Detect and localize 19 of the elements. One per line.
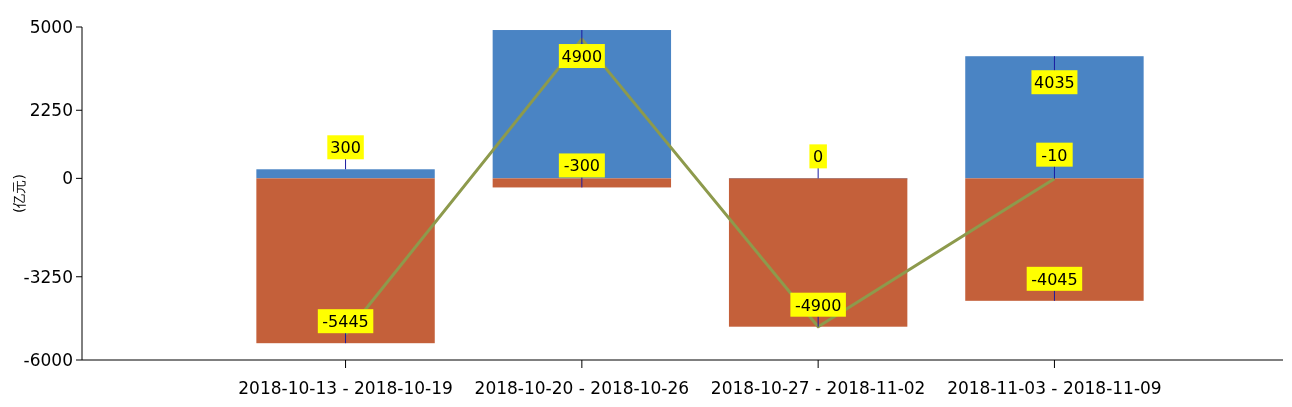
x-tick-label: 2018-11-03 - 2018-11-09 — [947, 378, 1162, 398]
y-tick-label: 0 — [62, 168, 73, 189]
y-tick-label: 5000 — [29, 17, 73, 37]
data-label: 0 — [813, 147, 824, 167]
data-label: -4900 — [794, 295, 842, 315]
x-tick-label: 2018-10-13 - 2018-10-19 — [238, 378, 453, 398]
data-label: 4035 — [1034, 73, 1075, 93]
data-label: -300 — [563, 156, 601, 176]
data-label: -5445 — [322, 312, 369, 332]
y-tick-label: -6000 — [23, 350, 73, 370]
data-label: -4045 — [1031, 269, 1078, 289]
x-tick-label: 2018-10-20 - 2018-10-26 — [474, 378, 690, 398]
data-label: -10 — [1041, 145, 1068, 165]
data-label: 4900 — [561, 47, 603, 67]
y-tick-label: -3250 — [23, 266, 73, 287]
y-axis-title: (亿元) — [11, 174, 27, 213]
y-tick-label: 2250 — [29, 100, 73, 121]
x-tick-label: 2018-10-27 - 2018-11-02 — [710, 378, 926, 398]
data-label: 300 — [330, 138, 361, 158]
